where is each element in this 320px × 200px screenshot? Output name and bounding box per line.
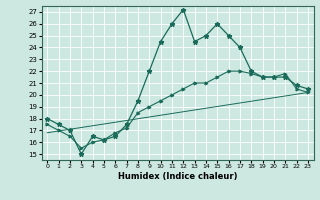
X-axis label: Humidex (Indice chaleur): Humidex (Indice chaleur) [118, 172, 237, 181]
